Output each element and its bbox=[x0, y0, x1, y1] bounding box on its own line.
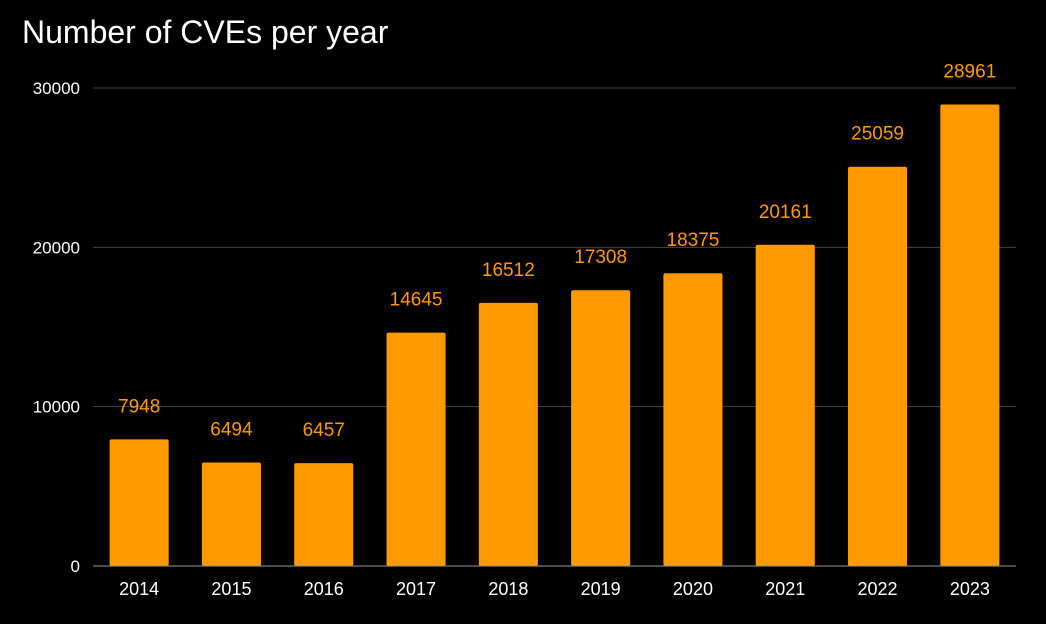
data-label-2021: 20161 bbox=[759, 202, 812, 223]
y-axis: 0 10000 20000 30000 bbox=[33, 79, 80, 576]
x-tick-label-2021: 2021 bbox=[765, 579, 805, 599]
bar-2021 bbox=[755, 244, 815, 566]
data-label-2016: 6457 bbox=[303, 420, 345, 441]
x-tick-label-2018: 2018 bbox=[488, 579, 528, 599]
data-label-2014: 7948 bbox=[118, 396, 160, 417]
data-label-2022: 25059 bbox=[851, 124, 904, 145]
data-label-2019: 17308 bbox=[574, 247, 627, 268]
x-tick-label-2015: 2015 bbox=[211, 579, 251, 599]
y-tick-label: 30000 bbox=[33, 79, 80, 98]
bar-2023 bbox=[940, 104, 1000, 566]
x-tick-label-2019: 2019 bbox=[581, 579, 621, 599]
bar-2022 bbox=[848, 166, 908, 566]
data-label-2023: 28961 bbox=[943, 62, 996, 83]
bar-2015 bbox=[201, 462, 261, 566]
x-axis: 2014 2015 2016 2017 2018 2019 2020 2021 2022 2023 bbox=[93, 565, 1016, 599]
x-tick-label-2020: 2020 bbox=[673, 579, 713, 599]
bar-2019 bbox=[571, 290, 631, 566]
data-label-2015: 6494 bbox=[210, 420, 253, 441]
x-tick-label-2014: 2014 bbox=[119, 579, 159, 599]
data-labels: 7948 6494 6457 14645 16512 17308 18375 20161 250… bbox=[118, 62, 996, 442]
x-tick-label-2017: 2017 bbox=[396, 579, 436, 599]
y-tick-label: 20000 bbox=[33, 238, 80, 257]
bar-2014 bbox=[109, 439, 169, 566]
chart-title: Number of CVEs per year bbox=[22, 14, 389, 50]
bar-2020 bbox=[663, 273, 723, 566]
y-tick-label: 10000 bbox=[33, 398, 80, 417]
y-tick-label: 0 bbox=[71, 557, 80, 576]
x-tick-label-2022: 2022 bbox=[858, 579, 898, 599]
bars bbox=[109, 104, 1000, 566]
data-label-2018: 16512 bbox=[482, 260, 535, 281]
x-tick-label-2016: 2016 bbox=[304, 579, 344, 599]
x-tick-label-2023: 2023 bbox=[950, 579, 990, 599]
bar-2017 bbox=[386, 332, 446, 566]
data-label-2017: 14645 bbox=[390, 290, 443, 311]
bar-2018 bbox=[478, 302, 538, 566]
data-label-2020: 18375 bbox=[667, 230, 720, 251]
bar-2016 bbox=[294, 463, 354, 566]
